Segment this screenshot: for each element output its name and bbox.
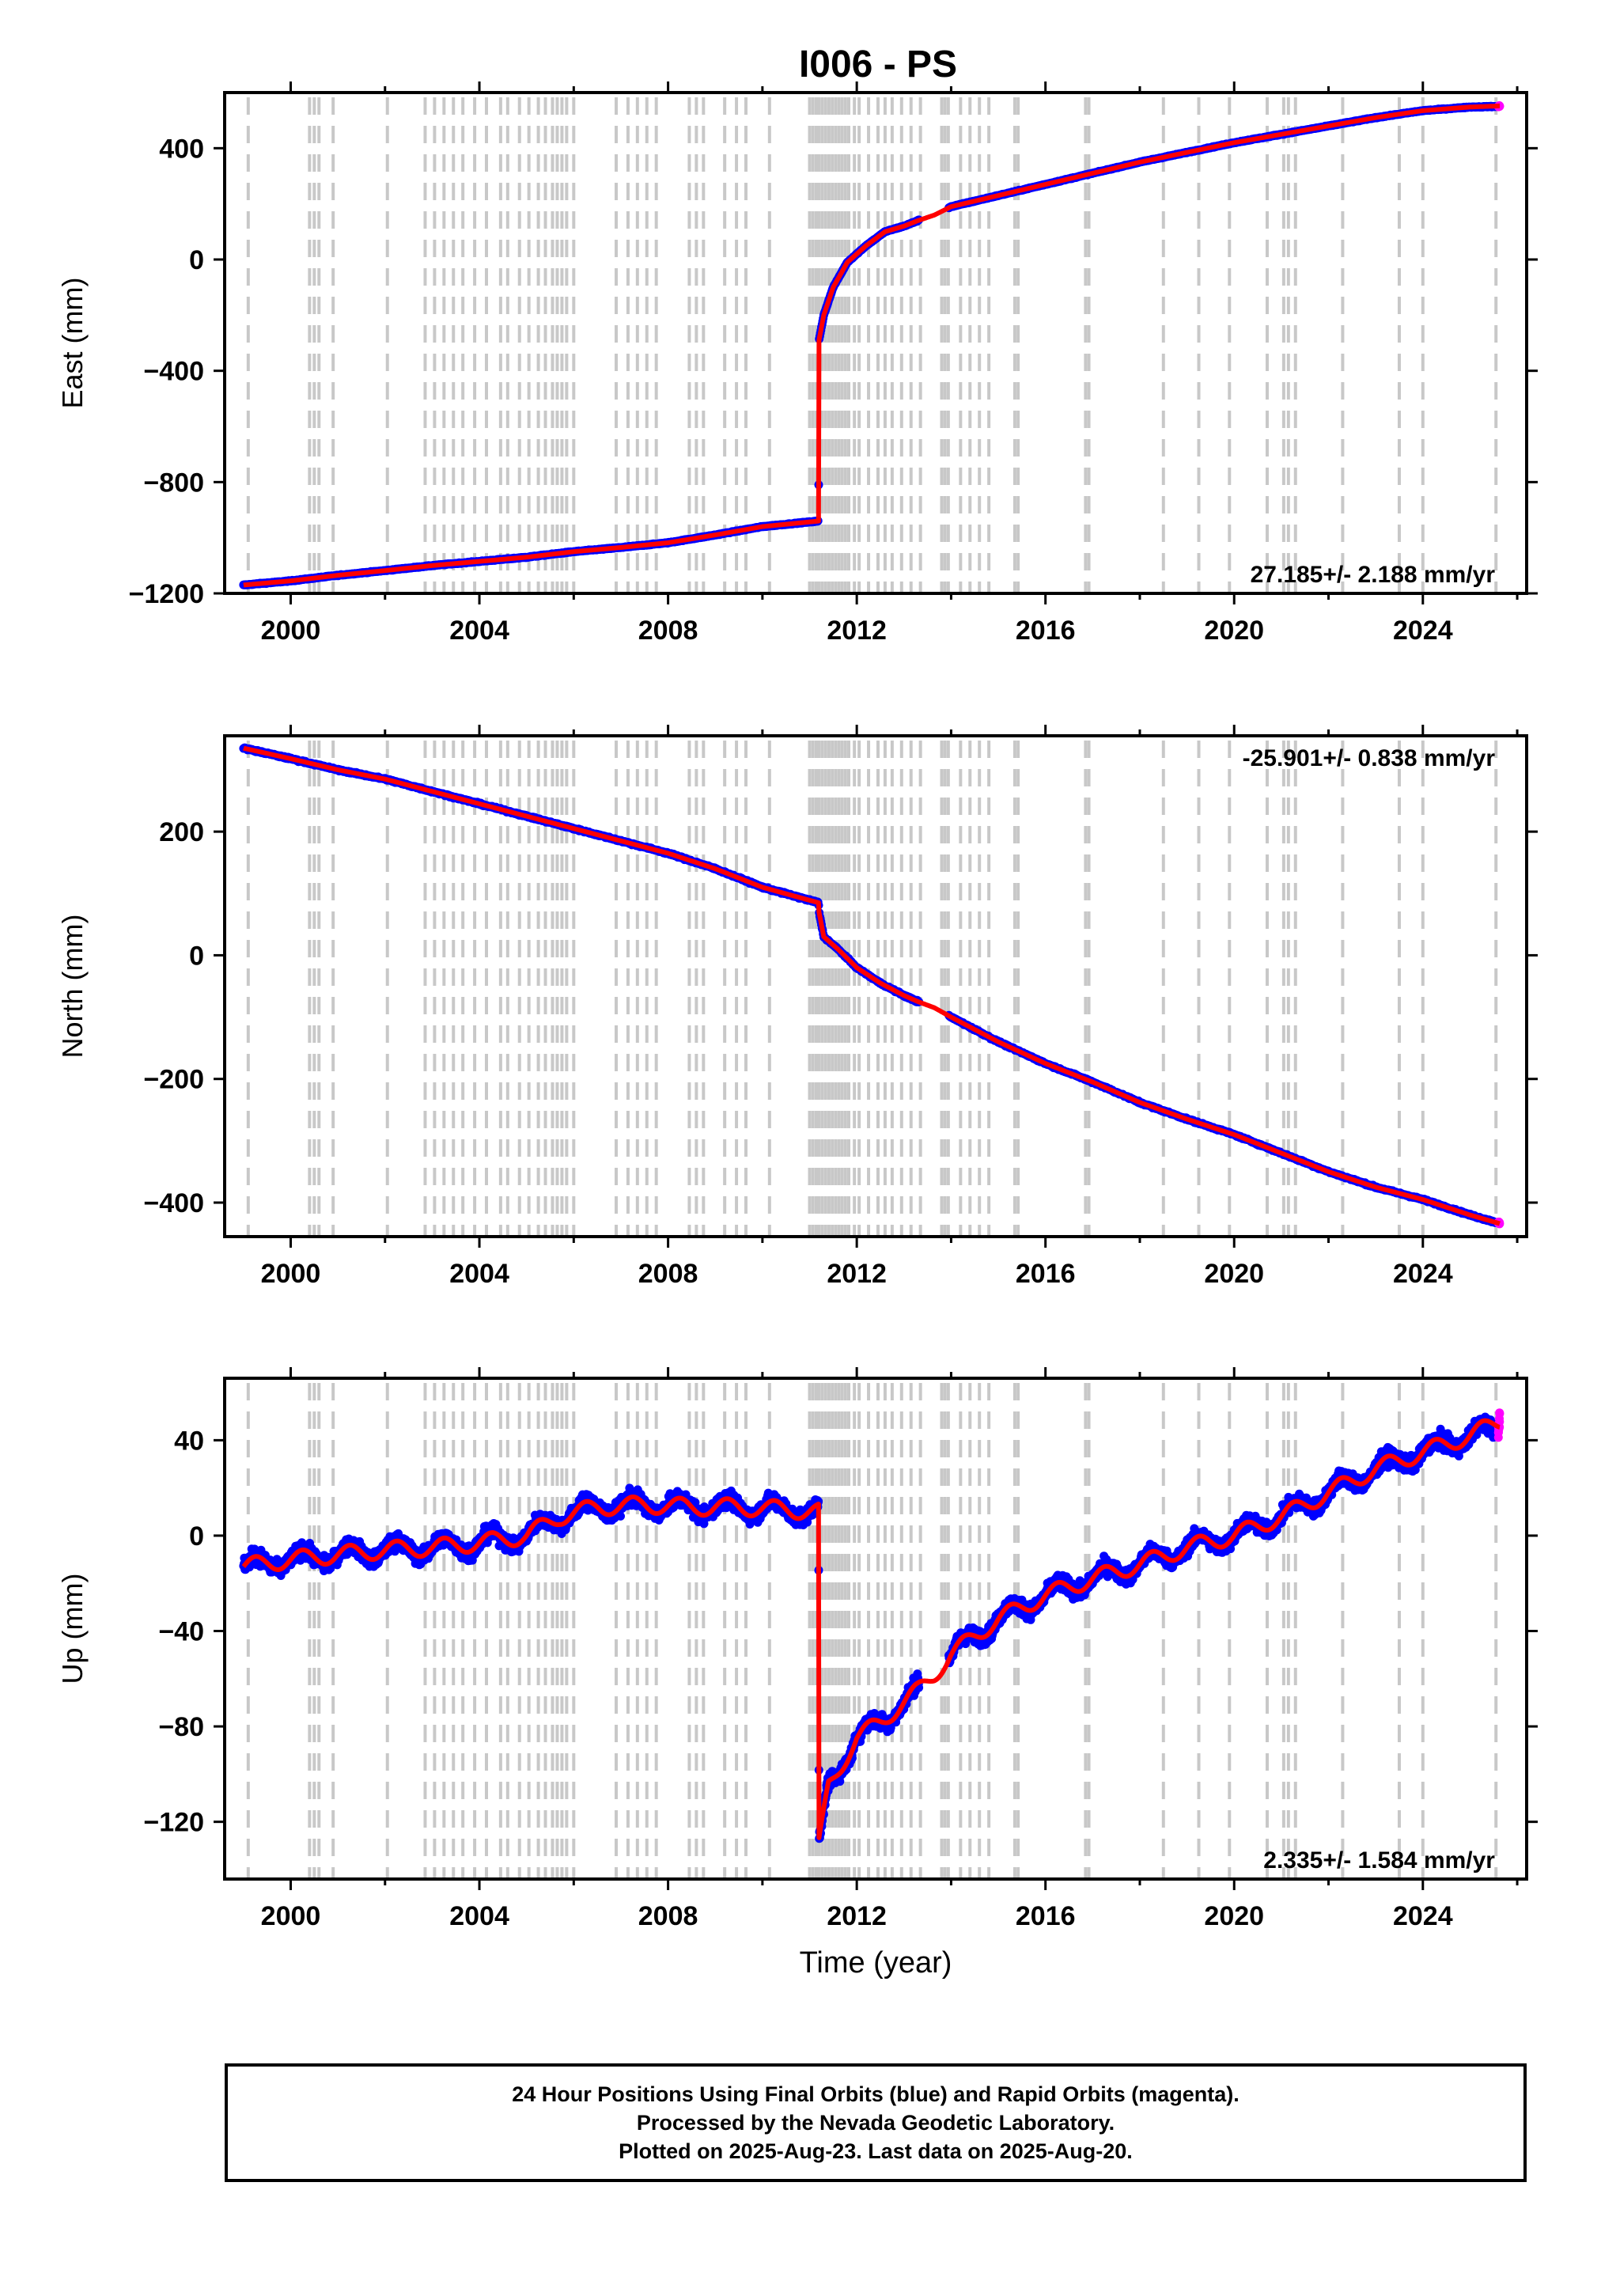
x-tick-label: 2000 bbox=[261, 1259, 321, 1289]
x-tick-label: 2004 bbox=[449, 616, 509, 646]
up-event-lines bbox=[246, 1383, 1498, 1879]
chart-title: I006 - PS bbox=[799, 44, 957, 85]
x-tick-label: 2012 bbox=[827, 616, 887, 646]
y-tick-label: 400 bbox=[159, 134, 204, 164]
north-panel: 2000 2004 2008 2012 2016 2020 2024 −400 −200 0 200… bbox=[56, 725, 1538, 1289]
x-tick-label: 2024 bbox=[1393, 1259, 1453, 1289]
east-frame bbox=[223, 91, 1528, 595]
north-plot-area bbox=[239, 743, 1504, 1229]
x-tick-label: 2016 bbox=[1016, 1259, 1076, 1289]
y-tick-label: −200 bbox=[143, 1065, 204, 1095]
east-velocity-label: 27.185+/- 2.188 mm/yr bbox=[1251, 562, 1496, 588]
north-model-line bbox=[241, 745, 1502, 1226]
x-tick-label: 2008 bbox=[638, 1259, 698, 1289]
north-frame bbox=[223, 734, 1528, 1238]
y-tick-label: −1200 bbox=[129, 579, 205, 609]
y-tick-label: −800 bbox=[143, 468, 204, 498]
east-model-line bbox=[241, 103, 1502, 588]
y-tick-label: 200 bbox=[159, 817, 204, 847]
east-final-orbit-points bbox=[239, 101, 1501, 589]
north-y-ticks bbox=[214, 830, 1538, 1204]
up-plot-area bbox=[239, 1408, 1504, 1843]
x-tick-label: 2020 bbox=[1204, 1259, 1264, 1289]
up-panel: 2000 2004 2008 2012 2016 2020 2024−120−80−4004… bbox=[56, 1367, 1538, 1980]
east-y-ticks bbox=[214, 146, 1538, 595]
x-tick-label: 2012 bbox=[827, 1259, 887, 1289]
east-panel: 2000 2004 2008 2012 2016 2020 2024 −1200 −800 −40… bbox=[56, 81, 1538, 646]
x-tick-label: 2008 bbox=[638, 616, 698, 646]
y-tick-label: −400 bbox=[143, 357, 204, 387]
east-y-axis-label: East (mm) bbox=[56, 278, 89, 409]
x-tick-label: 2000 bbox=[261, 616, 321, 646]
x-tick-label: 2004 bbox=[449, 1259, 509, 1289]
east-plot-area bbox=[239, 101, 1504, 589]
y-tick-label: −400 bbox=[143, 1188, 204, 1218]
y-tick-label: 0 bbox=[189, 245, 204, 275]
north-velocity-label: -25.901+/- 0.838 mm/yr bbox=[1243, 745, 1496, 771]
x-tick-label: 2024 bbox=[1393, 616, 1453, 646]
y-tick-label: 0 bbox=[189, 941, 204, 971]
north-y-axis-label: North (mm) bbox=[56, 915, 89, 1059]
x-tick-label: 2016 bbox=[1016, 616, 1076, 646]
east-event-lines bbox=[246, 97, 1498, 593]
x-tick-label: 2020 bbox=[1204, 616, 1264, 646]
